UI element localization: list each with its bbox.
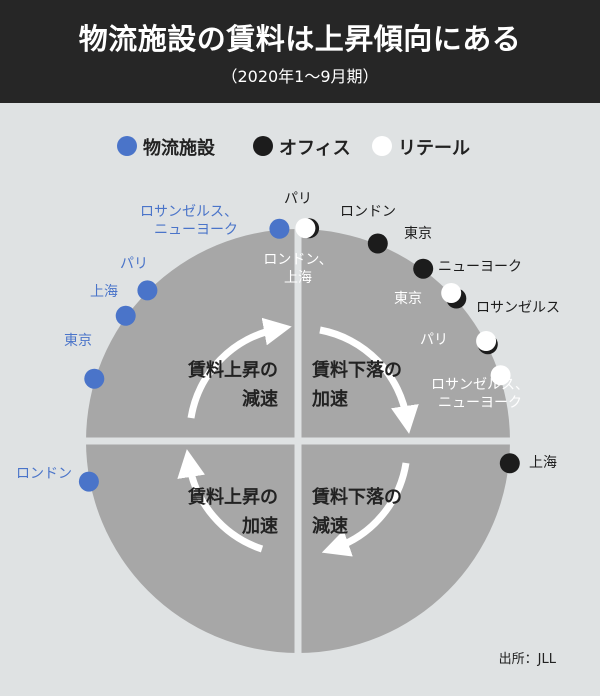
data-point-label: ロサンゼルス、 [140,204,238,220]
data-point [441,283,462,303]
data-point [476,331,497,351]
data-point-label: ロンドン [16,466,72,482]
data-point [78,471,99,492]
legend-dot-logistics [117,136,137,156]
quadrant-top-left-line2: 減速 [242,388,278,410]
page-title: 物流施設の賃料は上昇傾向にある [78,22,522,56]
legend-label-retail: リテール [398,138,470,159]
data-point-label: パリ [284,191,312,207]
quadrant-bottom-right-line1: 賃料下落の [311,486,402,508]
data-point [367,233,388,254]
arrow-bottom-right [321,462,410,557]
data-point [269,218,290,239]
quadrant-bottom-right-line2: 減速 [312,515,348,537]
arrow-top-left [187,317,292,419]
legend-label-logistics: 物流施設 [143,138,215,159]
data-point-label: ロサンゼルス、 [431,377,529,393]
legend-label-office: オフィス [279,138,351,159]
city-points: ロサンゼルス、ニューヨークパリ上海東京ロンドンパリロンドン東京ニューヨークロサン… [16,191,560,492]
data-point [499,453,520,474]
data-point-label: 東京 [404,226,432,242]
data-point-label: 上海 [284,270,312,286]
data-point-label: ロンドン [340,204,396,220]
data-point-label: 上海 [529,455,557,471]
page-subtitle: （2020年1〜9月期） [221,67,379,86]
data-point-label: ロサンゼルス [476,300,560,316]
quadrant-top-left-line1: 賃料上昇の [187,359,278,381]
legend-dot-office [253,136,273,156]
data-point-label: ニューヨーク [154,222,238,238]
legend-dot-retail [372,136,392,156]
data-point [84,368,105,389]
data-point-label: ニューヨーク [438,395,522,411]
data-point [137,280,158,301]
quadrant-top-right-line2: 加速 [311,388,348,410]
data-point [413,258,434,279]
data-point-label: パリ [120,256,148,272]
data-point [295,218,316,239]
source-note: 出所：JLL [498,652,556,667]
data-point [115,305,136,326]
legend: 物流施設 オフィス リテール [0,133,600,161]
arrow-top-right [319,326,419,434]
data-point [490,365,511,386]
data-point-label: ニューヨーク [438,259,522,275]
header-banner: 物流施設の賃料は上昇傾向にある （2020年1〜9月期） [0,0,600,103]
data-point-label: ロンドン、 [263,252,332,268]
quadrant-bottom-left-line1: 賃料上昇の [187,486,278,508]
data-point-label: 東京 [64,333,92,349]
data-point-label: パリ [420,332,448,348]
data-point-label: 東京 [394,291,422,307]
arrow-bottom-left [177,449,264,553]
quadrant-bottom-left-line2: 加速 [241,515,278,537]
data-point-label: 上海 [90,284,118,300]
quadrant-top-right-line1: 賃料下落の [311,359,402,381]
